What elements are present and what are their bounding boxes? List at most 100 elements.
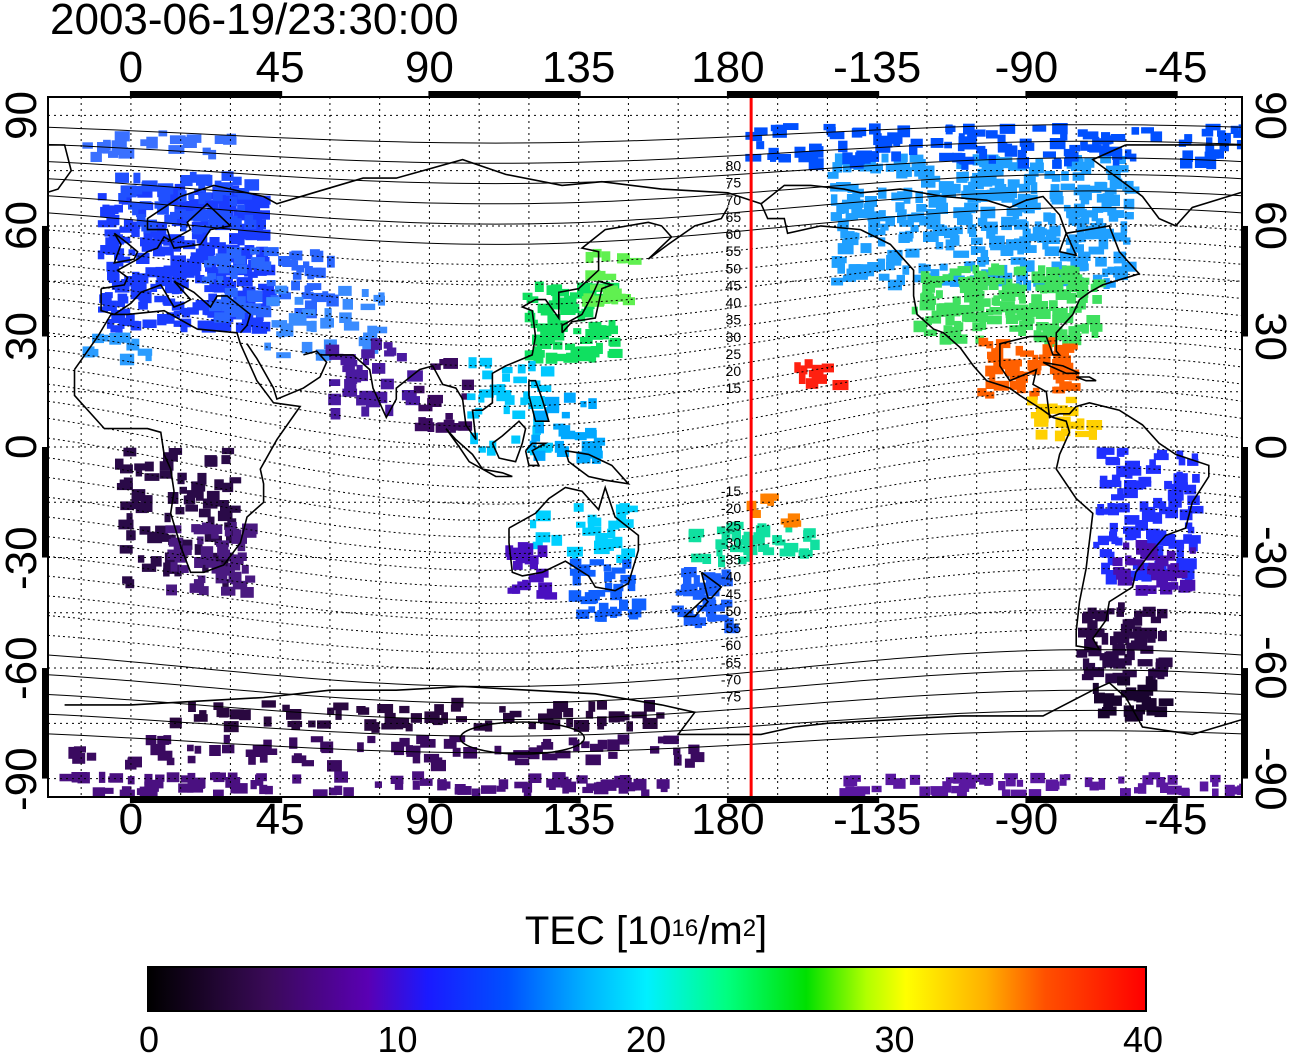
- tec-cell: [1167, 775, 1178, 785]
- tec-cell: [626, 505, 638, 513]
- tec-cell: [522, 579, 529, 590]
- contour-label: -45: [721, 586, 741, 602]
- tec-cell: [1027, 396, 1038, 406]
- tec-cell: [344, 379, 357, 390]
- tec-cell: [1051, 261, 1062, 271]
- tec-cell: [1009, 380, 1021, 390]
- tec-cell: [611, 567, 626, 574]
- tec-cell: [612, 536, 623, 549]
- tec-cell: [182, 211, 196, 221]
- tec-cell: [206, 208, 220, 219]
- tec-cell: [1105, 458, 1121, 466]
- tec-cell: [1024, 245, 1037, 253]
- tec-cell: [1024, 233, 1041, 242]
- tec-cell: [930, 786, 946, 795]
- tec-cell: [128, 249, 136, 256]
- tec-cell: [599, 538, 614, 551]
- tec-cell: [1117, 637, 1124, 650]
- tec-cell: [763, 493, 779, 501]
- tec-cell: [563, 392, 576, 403]
- tec-cell: [1178, 585, 1189, 593]
- tec-cell: [895, 202, 905, 213]
- tec-cell: [1184, 571, 1193, 581]
- tec-cell: [248, 753, 256, 765]
- tec-cell: [576, 609, 590, 619]
- tec-cell: [601, 251, 611, 262]
- tec-cell: [185, 504, 198, 512]
- tec-cell: [1078, 627, 1090, 638]
- tec-cell: [592, 248, 602, 258]
- tec-cell: [1180, 579, 1196, 591]
- tec-cell: [209, 301, 222, 312]
- tec-cell: [334, 785, 343, 795]
- tec-cell: [1004, 773, 1018, 780]
- colorbar-unit-exponent: 2: [742, 915, 757, 942]
- tec-cell: [953, 250, 970, 258]
- tec-cell: [989, 307, 1003, 315]
- tec-cell: [301, 292, 314, 300]
- tec-cell: [380, 378, 394, 390]
- tec-cell: [213, 789, 224, 797]
- tec-cell: [97, 220, 108, 228]
- longitude-tick-label: 90: [404, 795, 454, 844]
- tec-cell: [111, 140, 127, 153]
- tec-cell: [357, 742, 364, 753]
- tec-cell: [220, 277, 233, 289]
- tec-cell: [194, 544, 203, 555]
- tec-cell: [787, 513, 800, 523]
- tec-cell: [222, 321, 232, 331]
- tec-cell: [577, 353, 594, 362]
- tec-cell: [995, 265, 1005, 276]
- tec-cell: [358, 336, 365, 347]
- tec-cell: [1032, 125, 1047, 132]
- tec-cell: [180, 217, 188, 228]
- tec-cell: [536, 568, 549, 578]
- coastline: [1075, 376, 1097, 382]
- tec-cell: [978, 337, 989, 347]
- tec-cell: [905, 248, 920, 258]
- tec-cell: [1061, 171, 1069, 181]
- tec-cell: [123, 219, 134, 229]
- tec-cell: [891, 192, 906, 201]
- tec-cell: [930, 194, 947, 206]
- tec-cell: [628, 783, 637, 791]
- tec-cell: [172, 273, 187, 284]
- colorbar-tick-label: 30: [874, 1019, 915, 1060]
- tec-cell: [1146, 528, 1160, 540]
- tec-cell: [97, 250, 105, 260]
- tec-cell: [783, 542, 799, 553]
- tec-cell: [1140, 645, 1154, 654]
- tec-cell: [168, 145, 185, 154]
- tec-cell: [118, 519, 134, 530]
- tec-cell: [1073, 187, 1084, 196]
- tec-cell: [133, 273, 149, 284]
- tec-cell: [1045, 229, 1057, 240]
- contour-label: 45: [726, 277, 742, 293]
- tec-cell: [809, 146, 824, 158]
- tec-cell: [1108, 212, 1119, 222]
- tec-cell: [537, 342, 552, 350]
- tec-cell: [949, 277, 961, 287]
- tec-cell: [229, 505, 241, 513]
- tec-cell: [1137, 659, 1153, 667]
- tec-cell: [1097, 535, 1109, 546]
- tec-cell: [374, 781, 382, 788]
- tec-cell: [221, 171, 234, 181]
- tec-cell: [399, 737, 410, 747]
- tec-cell: [697, 604, 713, 612]
- tec-cell: [1190, 535, 1201, 544]
- tec-cell: [478, 446, 486, 453]
- tec-cell: [170, 255, 186, 268]
- tec-cell: [131, 221, 141, 229]
- tec-cell: [1018, 288, 1026, 301]
- tec-cell: [527, 310, 534, 322]
- tec-cell: [211, 563, 226, 574]
- tec-cell: [141, 181, 156, 191]
- tec-cell: [1055, 416, 1071, 428]
- tec-cell: [867, 262, 881, 272]
- tec-cell: [406, 745, 413, 757]
- tec-cell: [427, 422, 435, 432]
- tec-cell: [1005, 777, 1016, 787]
- tec-cell: [1090, 283, 1098, 292]
- tec-cell: [288, 313, 304, 325]
